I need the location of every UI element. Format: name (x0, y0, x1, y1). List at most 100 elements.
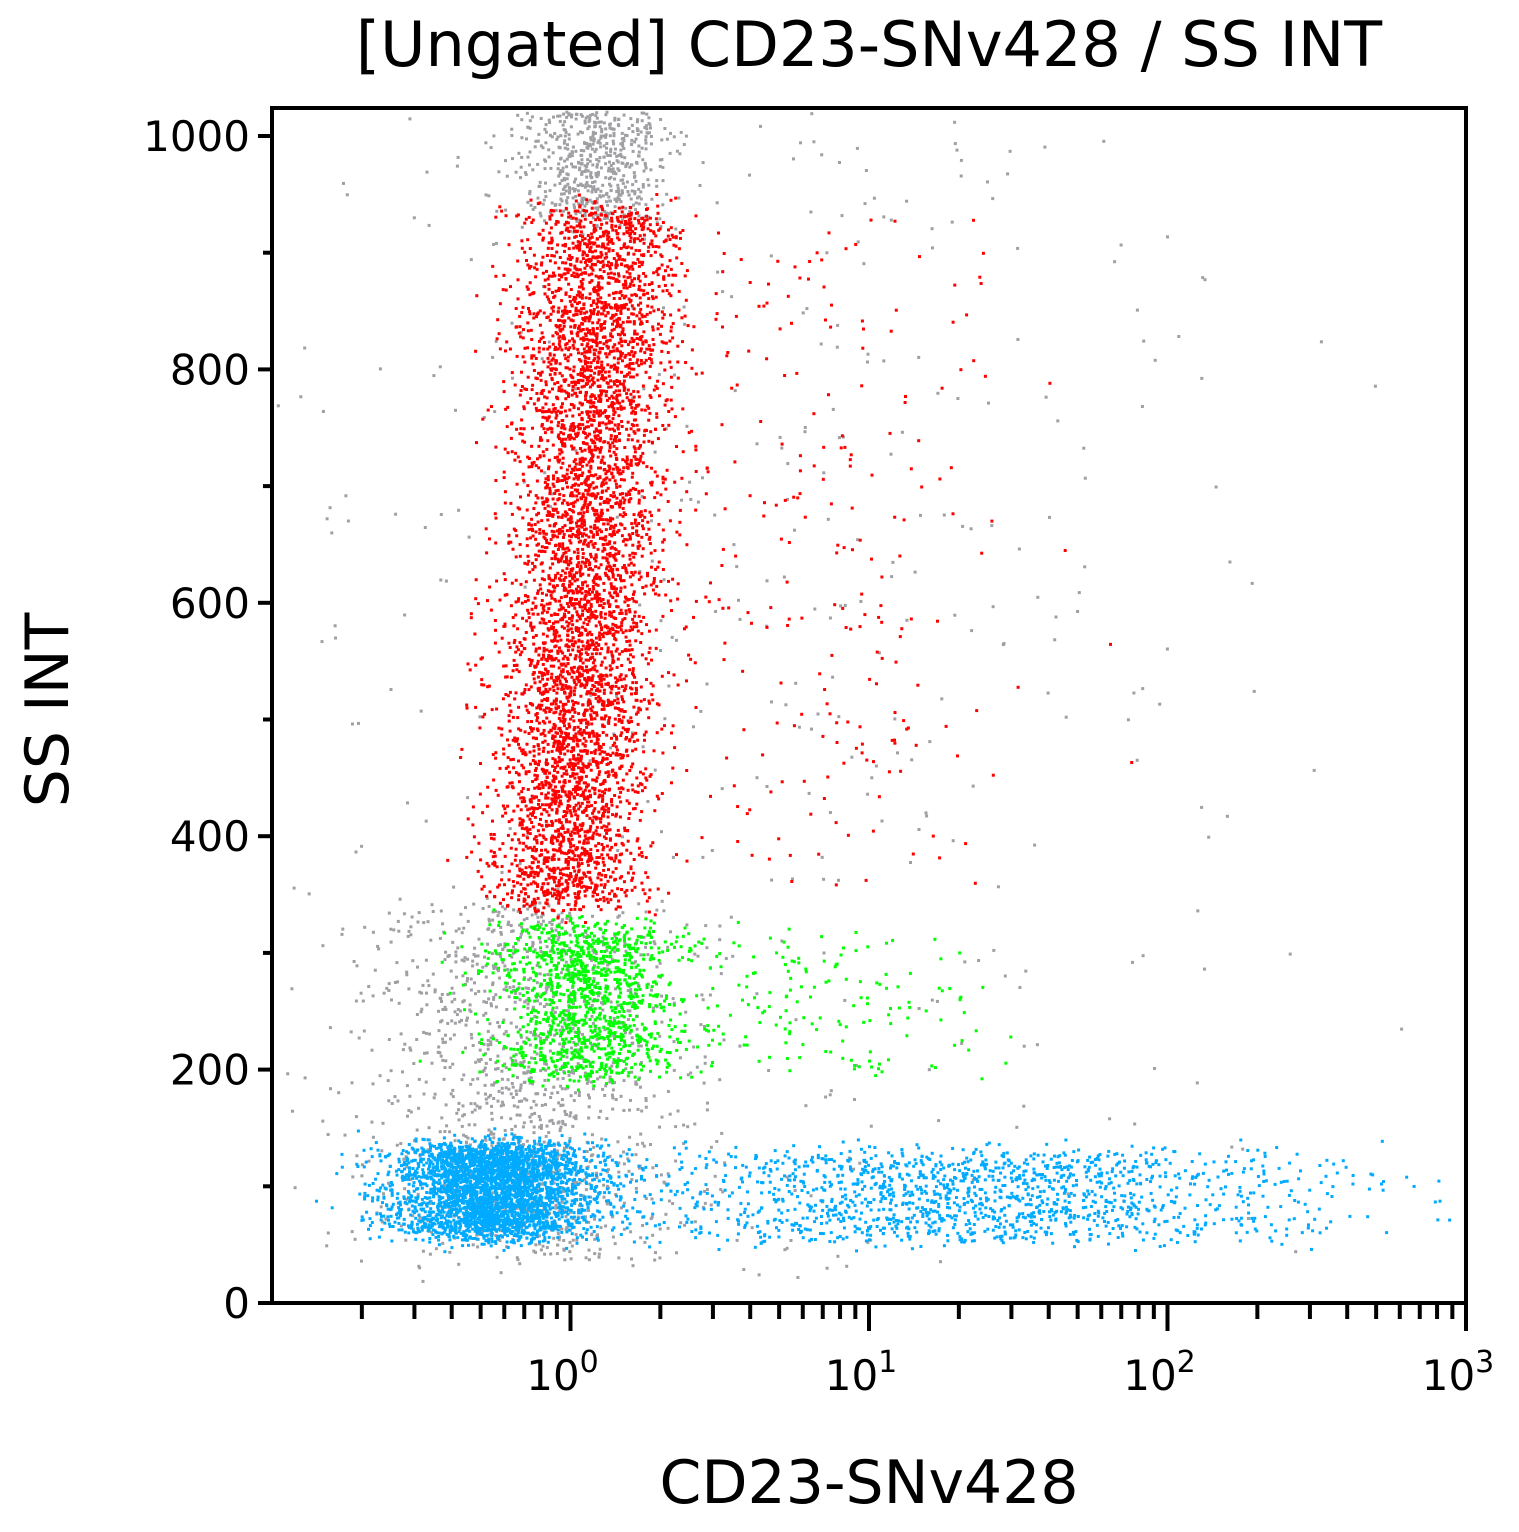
data-point (525, 949, 529, 953)
data-point (585, 366, 589, 370)
data-point (543, 1252, 547, 1256)
data-point (809, 1194, 813, 1198)
data-point (581, 365, 585, 369)
data-point (560, 1227, 564, 1231)
data-point (438, 996, 442, 1000)
data-point (520, 826, 524, 830)
data-point (1102, 139, 1106, 143)
data-point (553, 183, 557, 187)
data-point (575, 521, 578, 525)
data-point (639, 641, 643, 644)
data-point (570, 569, 574, 573)
data-point (583, 427, 586, 431)
data-point (633, 552, 637, 556)
data-point (1200, 805, 1204, 809)
data-point (523, 976, 526, 980)
data-point (554, 1203, 558, 1207)
data-point (557, 1210, 561, 1214)
data-point (677, 196, 681, 200)
data-point (644, 135, 648, 139)
data-point (578, 1181, 582, 1185)
data-point (598, 697, 602, 701)
data-point (615, 320, 619, 324)
data-point (514, 1059, 518, 1063)
data-point (564, 609, 568, 612)
data-point (480, 656, 484, 660)
data-point (509, 1092, 513, 1096)
data-point (655, 184, 659, 188)
data-point (561, 651, 565, 655)
data-point (511, 929, 515, 933)
data-point (516, 213, 520, 217)
data-point (573, 206, 576, 209)
data-point (563, 814, 567, 818)
data-point (630, 522, 634, 526)
data-point (616, 1057, 620, 1061)
data-point (585, 350, 589, 354)
data-point (510, 781, 514, 785)
data-point (618, 380, 621, 384)
data-point (350, 1081, 354, 1085)
data-point (792, 157, 795, 161)
data-point (640, 408, 644, 412)
data-point (520, 925, 524, 929)
data-point (553, 758, 557, 762)
data-point (548, 121, 552, 125)
data-point (783, 1248, 787, 1252)
data-point (516, 113, 520, 117)
data-point (581, 790, 585, 794)
data-point (992, 948, 996, 952)
data-point (561, 668, 565, 672)
data-point (544, 141, 548, 145)
data-point (634, 1186, 638, 1190)
data-point (501, 915, 505, 918)
data-point (1195, 1081, 1199, 1085)
data-point (505, 340, 509, 344)
data-point (637, 144, 641, 148)
data-point (661, 424, 665, 427)
data-point (484, 527, 488, 531)
data-point (506, 968, 510, 972)
data-point (387, 1181, 390, 1185)
data-point (589, 693, 593, 697)
data-point (544, 1134, 548, 1138)
data-point (486, 927, 490, 931)
data-point (396, 980, 399, 984)
data-point (567, 383, 571, 387)
data-point (661, 179, 665, 183)
data-point (641, 185, 645, 189)
data-point (591, 163, 595, 167)
data-point (810, 727, 813, 731)
data-point (574, 895, 578, 899)
data-point (515, 1025, 518, 1029)
data-point (478, 1048, 482, 1052)
data-point (553, 407, 557, 410)
data-point (640, 322, 644, 325)
data-point (303, 346, 307, 350)
data-point (670, 609, 673, 612)
data-point (678, 1056, 682, 1060)
data-point (561, 720, 565, 724)
data-point (522, 691, 526, 694)
data-point (557, 145, 561, 149)
data-point (568, 1136, 572, 1140)
data-point (539, 263, 543, 267)
data-point (571, 145, 575, 149)
data-point (564, 437, 568, 441)
data-point (565, 744, 569, 748)
data-point (577, 160, 580, 164)
data-point (576, 817, 579, 821)
data-point (628, 1009, 632, 1013)
data-point (668, 519, 672, 523)
data-point (631, 130, 635, 134)
data-point (426, 979, 430, 983)
data-point (547, 467, 550, 471)
data-point (649, 1143, 652, 1146)
data-point (889, 452, 893, 456)
data-point (720, 787, 724, 791)
data-point (464, 1135, 468, 1138)
data-point (561, 442, 564, 446)
data-point (586, 169, 590, 173)
data-point (590, 958, 593, 962)
data-point (1141, 954, 1145, 958)
